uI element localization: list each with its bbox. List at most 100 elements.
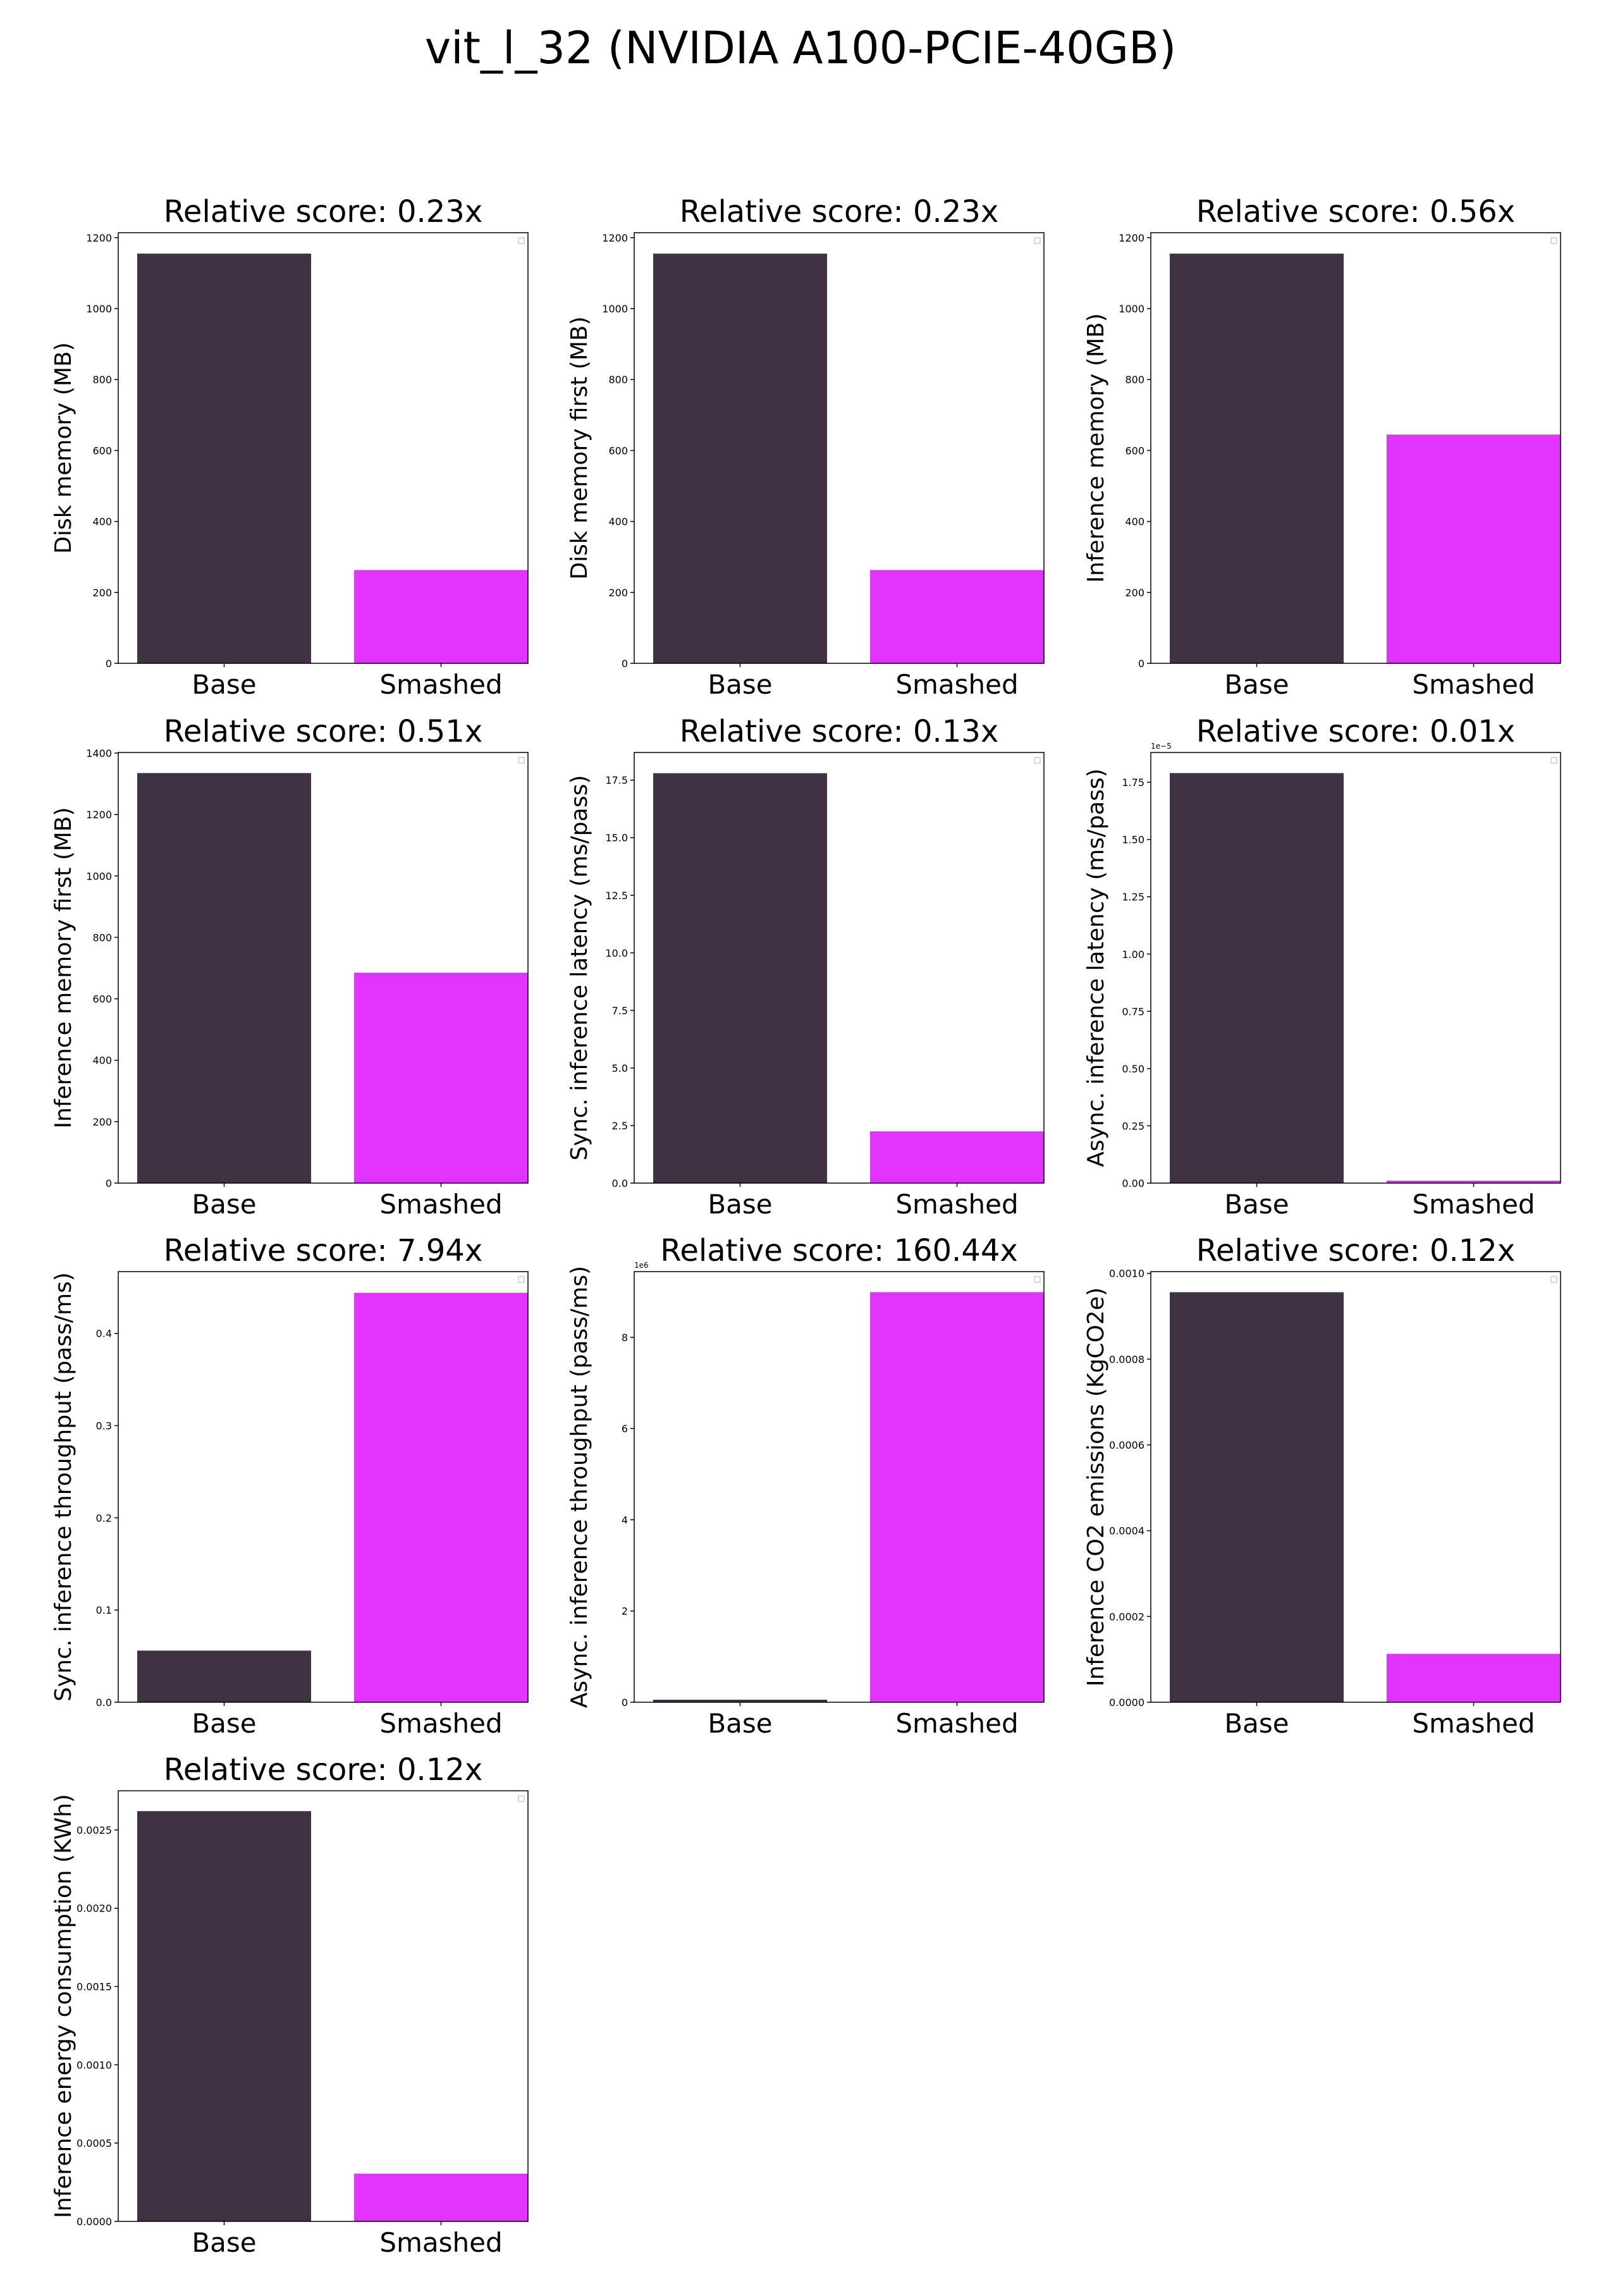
y-tick-label: 1200 — [86, 232, 112, 244]
y-tick-label: 6 — [622, 1423, 628, 1435]
plot-frame — [1150, 752, 1561, 1184]
y-tick-label: 0.1 — [96, 1604, 112, 1616]
y-tick-label: 0 — [1138, 658, 1144, 670]
y-offset-label: 1e−5 — [1151, 742, 1172, 751]
panel-title: Relative score: 0.23x — [680, 194, 999, 230]
y-tick-label: 0.0008 — [1109, 1353, 1144, 1365]
plot-frame — [118, 1271, 529, 1703]
plot-frame — [1150, 1271, 1561, 1703]
y-axis-label: Disk memory first (MB) — [567, 316, 592, 579]
panel-title: Relative score: 0.12x — [1196, 1233, 1516, 1268]
bar-smashed — [1387, 1654, 1561, 1702]
y-tick-label: 600 — [92, 993, 112, 1005]
y-tick-label: 0.0 — [612, 1177, 628, 1189]
y-tick-label: 0 — [622, 658, 628, 670]
y-tick-label: 8 — [622, 1332, 628, 1344]
y-tick-label: 0.4 — [96, 1328, 112, 1340]
y-tick-label: 600 — [608, 445, 628, 457]
x-tick-label: Smashed — [379, 669, 502, 700]
panel-title: Relative score: 0.01x — [1196, 714, 1516, 749]
panel-title: Relative score: 0.13x — [680, 714, 999, 749]
y-offset-label: 1e6 — [634, 1261, 649, 1270]
y-tick-label: 0.2 — [96, 1512, 112, 1524]
y-tick-label: 1.75 — [1122, 777, 1144, 789]
y-tick-label: 0.0010 — [1109, 1268, 1144, 1280]
legend-box — [1550, 237, 1557, 244]
x-tick-label: Base — [192, 669, 256, 700]
plot-frame — [118, 752, 529, 1184]
y-tick-label: 1200 — [602, 232, 628, 244]
bar-smashed — [870, 1131, 1044, 1183]
y-axis-label: Sync. inference throughput (pass/ms) — [51, 1272, 77, 1702]
chart-panel-6: Relative score: 0.01x 0.00 0.25 0.50 0.75 1.0… — [1083, 714, 1561, 1220]
x-tick-label: Base — [1224, 1708, 1289, 1739]
y-tick-label: 0 — [622, 1697, 628, 1709]
x-tick-label: Base — [1224, 669, 1289, 700]
y-tick-label: 800 — [1125, 374, 1144, 386]
legend-box — [1034, 237, 1041, 244]
y-tick-label: 600 — [1125, 445, 1144, 457]
y-axis-label: Inference memory first (MB) — [51, 807, 77, 1128]
x-tick-label: Base — [192, 2227, 256, 2258]
bar-base — [1170, 254, 1344, 663]
y-tick-label: 15.0 — [605, 832, 628, 844]
chart-panel-4: Relative score: 0.51x 0 200 400 600 800 1000 12… — [51, 714, 529, 1220]
panel-title: Relative score: 0.56x — [1196, 194, 1516, 230]
plot-frame — [118, 1790, 529, 2222]
panel-title: Relative score: 7.94x — [164, 1233, 483, 1268]
plot-frame — [118, 232, 529, 664]
x-tick-label: Smashed — [379, 1708, 502, 1739]
x-tick-label: Base — [708, 1189, 772, 1220]
y-tick-label: 1000 — [602, 303, 628, 315]
y-tick-label: 0 — [106, 1177, 112, 1189]
legend-box — [518, 757, 525, 764]
bar-base — [653, 254, 827, 663]
y-tick-label: 0 — [106, 658, 112, 670]
chart-panel-1: Relative score: 0.23x 0 200 400 600 800 1000 12… — [51, 194, 529, 700]
y-tick-label: 1.25 — [1122, 891, 1144, 903]
plot-frame — [1150, 232, 1561, 664]
y-tick-label: 200 — [92, 587, 112, 599]
y-tick-label: 1200 — [1119, 232, 1144, 244]
y-tick-label: 10.0 — [605, 947, 628, 959]
y-axis-label: Async. inference latency (ms/pass) — [1083, 768, 1109, 1167]
chart-panel-7: Relative score: 7.94x 0.0 0.1 0.2 0.3 0.4 Base… — [51, 1233, 529, 1739]
bar-smashed — [354, 1292, 528, 1702]
bar-base — [653, 1699, 827, 1702]
bar-base — [137, 1650, 311, 1702]
y-tick-label: 400 — [1125, 516, 1144, 528]
chart-panel-8: Relative score: 160.44x 0 2 4 6 8 1e6 Base Smash… — [567, 1233, 1045, 1739]
y-tick-label: 400 — [92, 516, 112, 528]
y-tick-label: 1.50 — [1122, 834, 1144, 846]
bar-smashed — [354, 973, 528, 1183]
chart-panel-5: Relative score: 0.13x 0.0 2.5 5.0 7.5 10.0 12.… — [567, 714, 1045, 1220]
chart-panel-3: Relative score: 0.56x 0 200 400 600 800 1000 12… — [1083, 194, 1561, 700]
x-tick-label: Base — [192, 1189, 256, 1220]
x-tick-label: Smashed — [1412, 1189, 1535, 1220]
bar-base — [1170, 1292, 1344, 1702]
y-tick-label: 0.0025 — [77, 1824, 112, 1836]
y-axis-label: Disk memory (MB) — [51, 342, 77, 553]
plot-frame — [634, 232, 1045, 664]
x-tick-label: Smashed — [379, 1189, 502, 1220]
y-tick-label: 7.5 — [612, 1005, 628, 1017]
chart-panel-2: Relative score: 0.23x 0 200 400 600 800 1000 12… — [567, 194, 1045, 700]
y-tick-label: 1000 — [86, 870, 112, 882]
y-tick-label: 400 — [92, 1055, 112, 1067]
y-tick-label: 200 — [1125, 587, 1144, 599]
y-tick-label: 200 — [92, 1116, 112, 1128]
bar-base — [653, 773, 827, 1183]
y-tick-label: 4 — [622, 1514, 628, 1526]
bar-smashed — [870, 1292, 1044, 1702]
x-tick-label: Base — [192, 1708, 256, 1739]
y-tick-label: 1000 — [86, 303, 112, 315]
panel-title: Relative score: 0.23x — [164, 194, 483, 230]
y-tick-label: 0.0004 — [1109, 1525, 1144, 1537]
x-tick-label: Smashed — [895, 669, 1018, 700]
plot-frame — [634, 1271, 1045, 1703]
legend-box — [518, 1795, 525, 1802]
x-tick-label: Base — [708, 669, 772, 700]
legend-box — [1034, 1276, 1041, 1283]
y-tick-label: 0.0 — [96, 1697, 112, 1709]
y-tick-label: 17.5 — [605, 775, 628, 787]
